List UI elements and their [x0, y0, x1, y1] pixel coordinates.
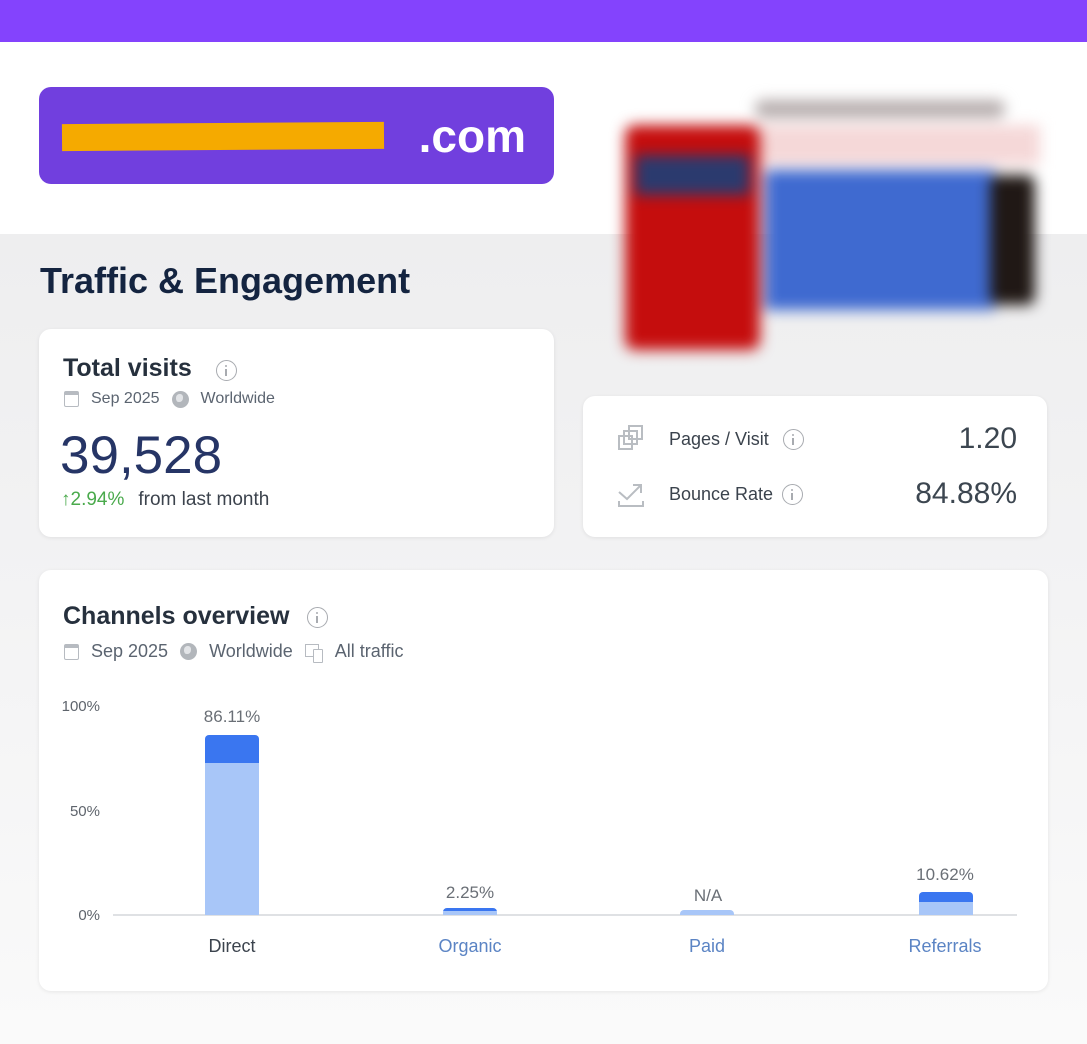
- bar-referrals[interactable]: [919, 892, 973, 915]
- metric-value: 84.88%: [915, 477, 1017, 510]
- x-axis-line: [113, 914, 1017, 916]
- channels-meta: Sep 2025 Worldwide All traffic: [64, 641, 415, 663]
- traffic-type-label: All traffic: [334, 641, 404, 661]
- calendar-icon: [64, 643, 79, 660]
- redaction-bar: [61, 121, 385, 152]
- change-row: ↑2.94% from last month: [61, 489, 269, 511]
- category-direct: Direct: [208, 936, 256, 956]
- metric-pages-per-visit: Pages / Visit 1.20: [583, 419, 1047, 459]
- info-icon[interactable]: [783, 428, 804, 450]
- channels-overview-card: Channels overview Sep 2025 Worldwide All…: [39, 570, 1048, 991]
- bar-direct[interactable]: [205, 735, 259, 915]
- y-tick: 100%: [61, 698, 100, 715]
- bar-paid[interactable]: [680, 910, 734, 915]
- category-paid[interactable]: Paid: [688, 936, 726, 956]
- metric-label: Bounce Rate: [669, 483, 774, 504]
- calendar-icon: [64, 391, 79, 407]
- engagement-metrics-card: Pages / Visit 1.20 Bounce Rate 84.88%: [583, 396, 1047, 537]
- metric-bounce-rate: Bounce Rate 84.88%: [583, 474, 1047, 514]
- channels-title: Channels overview: [63, 602, 290, 630]
- bar-organic[interactable]: [443, 908, 497, 915]
- info-icon[interactable]: [782, 483, 803, 505]
- change-label: from last month: [138, 489, 270, 510]
- devices-icon: [304, 643, 323, 663]
- bar-value-label: 86.11%: [203, 707, 261, 726]
- region-label: Worldwide: [209, 641, 293, 661]
- channels-bar-chart: 100% 50% 0% 86.11% Direct 2.25% Organic …: [39, 570, 1048, 991]
- total-visits-title: Total visits: [63, 354, 192, 382]
- metric-value: 1.20: [958, 422, 1017, 455]
- website-thumbnail: [605, 80, 1045, 365]
- y-tick: 50%: [69, 803, 100, 820]
- section-title: Traffic & Engagement: [40, 260, 411, 301]
- bounce-arrow-icon: [618, 484, 644, 507]
- bar-value-label: 10.62%: [916, 865, 974, 884]
- total-visits-card: Total visits Sep 2025 Worldwide 39,528 ↑…: [39, 329, 554, 537]
- total-visits-value: 39,528: [60, 426, 223, 485]
- top-banner: [0, 0, 1087, 42]
- bar-value-label: 2.25%: [445, 883, 495, 902]
- region-label: Worldwide: [200, 390, 275, 407]
- globe-icon: [180, 643, 198, 660]
- y-tick: 0%: [78, 907, 100, 924]
- info-icon[interactable]: [216, 360, 237, 381]
- period-label: Sep 2025: [91, 390, 160, 407]
- bar-value-label: N/A: [693, 886, 723, 905]
- domain-badge: .com: [39, 87, 554, 184]
- category-organic[interactable]: Organic: [438, 936, 502, 956]
- metric-label: Pages / Visit: [669, 428, 769, 449]
- domain-tld: .com: [418, 110, 526, 162]
- total-visits-meta: Sep 2025 Worldwide: [64, 390, 287, 408]
- info-icon[interactable]: [307, 607, 328, 628]
- globe-icon: [171, 390, 189, 408]
- pages-stack-icon: [618, 425, 643, 450]
- category-referrals[interactable]: Referrals: [908, 936, 982, 956]
- period-label: Sep 2025: [91, 641, 169, 661]
- change-percent: ↑2.94%: [61, 489, 125, 510]
